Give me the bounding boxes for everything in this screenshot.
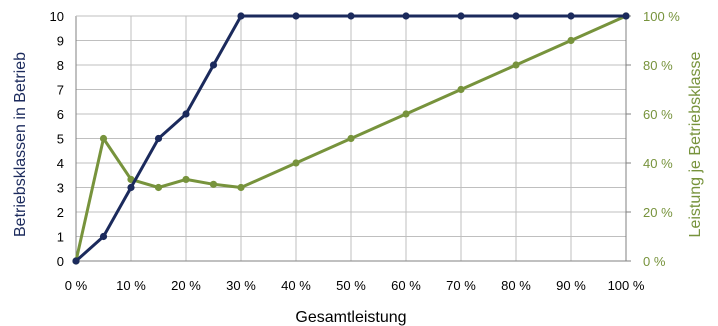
y-right-tick-label: 40 % xyxy=(643,156,673,171)
left-y-axis-title: Betriebsklassen in Betrieb xyxy=(12,52,29,237)
data-point-left-axis xyxy=(402,12,410,20)
y-left-tick-label: 3 xyxy=(57,181,64,196)
y-left-tick-label: 7 xyxy=(57,83,64,98)
y-left-tick-label: 10 xyxy=(50,9,64,24)
data-point-left-axis xyxy=(99,232,108,241)
data-point-right-axis xyxy=(292,159,300,167)
data-point-left-axis xyxy=(209,61,218,69)
x-tick-label: 20 % xyxy=(171,278,201,293)
y-right-tick-label: 20 % xyxy=(643,205,673,220)
data-point-right-axis xyxy=(209,180,218,188)
x-tick-label: 30 % xyxy=(226,278,256,293)
y-left-tick-label: 0 xyxy=(57,254,64,269)
x-tick-label: 90 % xyxy=(556,278,586,293)
data-point-left-axis xyxy=(292,12,300,20)
data-point-left-axis xyxy=(622,12,630,20)
series-line-left-axis xyxy=(75,14,626,263)
data-point-left-axis xyxy=(347,12,355,20)
x-tick-label: 50 % xyxy=(336,278,366,293)
y-right-tick-label: 0 % xyxy=(643,254,666,269)
data-point-right-axis xyxy=(99,134,108,143)
y-left-tick-label: 6 xyxy=(57,107,64,122)
x-tick-label: 40 % xyxy=(281,278,311,293)
x-tick-label: 10 % xyxy=(116,278,146,293)
data-point-right-axis xyxy=(402,110,410,118)
y-left-tick-label: 1 xyxy=(57,230,64,245)
data-point-left-axis xyxy=(154,134,163,143)
data-point-right-axis xyxy=(512,61,520,69)
x-tick-label: 80 % xyxy=(501,278,531,293)
y-right-tick-label: 80 % xyxy=(643,58,673,73)
data-point-right-axis xyxy=(182,175,190,184)
series-layer xyxy=(72,12,630,265)
y-left-tick-label: 9 xyxy=(57,34,64,49)
data-point-left-axis xyxy=(127,183,135,192)
data-point-left-axis xyxy=(567,12,575,20)
data-point-right-axis xyxy=(347,134,355,143)
y-left-tick-label: 2 xyxy=(57,205,64,220)
right-y-axis-title: Leistung je Betriebsklasse xyxy=(687,51,704,237)
y-right-tick-label: 60 % xyxy=(643,107,673,122)
data-point-left-axis xyxy=(512,12,520,20)
data-point-left-axis xyxy=(457,12,465,20)
y-left-tick-label: 8 xyxy=(57,58,64,73)
y-right-tick-label: 100 % xyxy=(643,9,680,24)
x-tick-label: 60 % xyxy=(391,278,421,293)
x-tick-label: 0 % xyxy=(65,278,88,293)
data-point-right-axis xyxy=(237,183,245,192)
x-axis-title: Gesamtleistung xyxy=(295,309,406,326)
y-left-tick-label: 4 xyxy=(57,156,64,171)
x-tick-label: 100 % xyxy=(608,278,645,293)
data-point-left-axis xyxy=(72,257,80,265)
data-point-right-axis xyxy=(567,36,575,45)
data-point-right-axis xyxy=(154,183,163,192)
y-left-tick-label: 5 xyxy=(57,132,64,147)
x-tick-label: 70 % xyxy=(446,278,476,293)
data-point-right-axis xyxy=(127,175,135,184)
data-point-left-axis xyxy=(237,12,245,20)
data-point-left-axis xyxy=(182,110,190,118)
data-point-right-axis xyxy=(457,85,465,94)
